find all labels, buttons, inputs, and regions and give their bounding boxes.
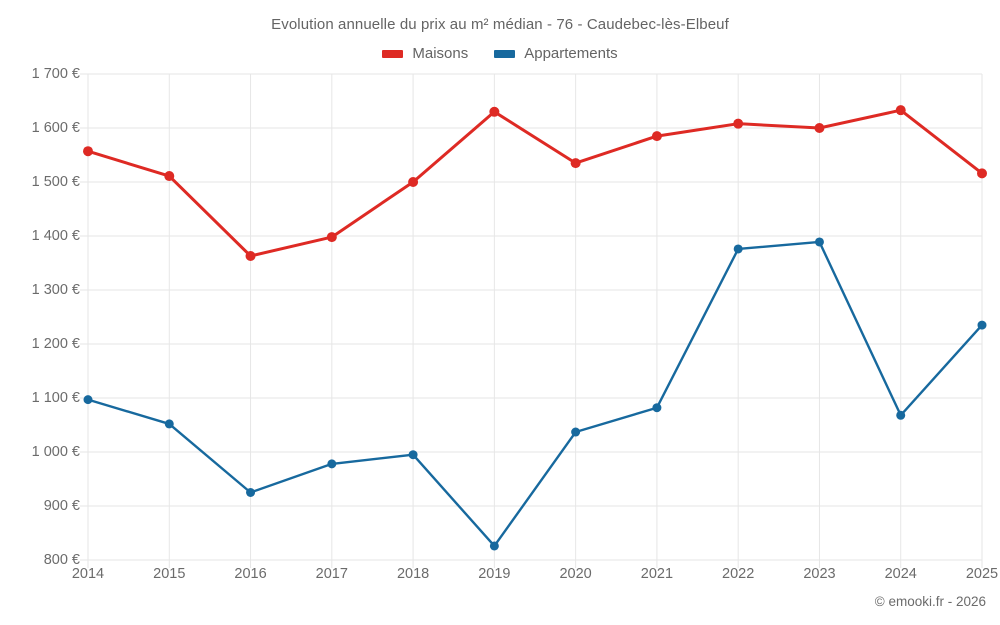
y-axis-tick-labels: 800 € 900 € 1 000 € 1 100 € 1 200 € 1 300 € 1 …: [0, 0, 80, 625]
x-axis-tick-label: 2020: [559, 566, 592, 582]
data-point[interactable]: [651, 131, 662, 142]
data-point[interactable]: [896, 410, 906, 420]
data-point[interactable]: [246, 488, 256, 497]
x-axis-tick-label: 2023: [803, 566, 836, 582]
series-line-appartements: [86, 240, 984, 548]
series-appartements: [83, 237, 987, 551]
x-axis-tick-label: 2014: [71, 566, 105, 582]
data-point[interactable]: [245, 250, 256, 261]
x-axis-tick-label: 2015: [153, 566, 186, 582]
y-axis-tick-label: 1 700 €: [31, 66, 80, 82]
x-axis-tick-label: 2022: [722, 566, 755, 582]
data-point[interactable]: [164, 171, 175, 182]
x-axis-tick-label: 2019: [478, 566, 511, 582]
data-point[interactable]: [977, 168, 987, 179]
chart-title: Evolution annuelle du prix au m² médian …: [271, 16, 729, 33]
y-axis-tick-label: 1 200 €: [31, 336, 80, 352]
chart-legend: Maisons Appartements: [0, 45, 1000, 62]
data-point[interactable]: [83, 146, 93, 157]
x-axis-tick-label: 2021: [640, 566, 674, 582]
legend-swatch-maisons: [382, 49, 404, 58]
data-point[interactable]: [408, 450, 418, 460]
data-point[interactable]: [83, 395, 93, 405]
series-line-maisons: [86, 108, 984, 258]
x-axis-tick-label: 2016: [234, 566, 267, 582]
y-axis-tick-label: 900 €: [43, 498, 80, 514]
data-point[interactable]: [733, 244, 743, 254]
data-point[interactable]: [814, 237, 824, 247]
legend-label-appartements: Appartements: [524, 45, 618, 62]
y-axis-tick-label: 1 100 €: [31, 390, 80, 406]
copyright-credit: © emooki.fr - 2026: [874, 594, 986, 609]
data-point[interactable]: [895, 105, 906, 116]
grid-lines: [87, 73, 983, 561]
x-axis-tick-label: 2024: [884, 566, 917, 582]
data-point[interactable]: [489, 541, 499, 551]
x-axis-tick-label: 2017: [315, 566, 348, 582]
data-point[interactable]: [733, 118, 744, 129]
y-axis-tick-label: 1 400 €: [31, 228, 80, 244]
y-axis-tick-label: 1 300 €: [31, 282, 80, 298]
legend-item-appartements[interactable]: Appartements: [494, 45, 618, 62]
data-point[interactable]: [571, 427, 581, 437]
data-point[interactable]: [652, 403, 662, 413]
y-axis-tick-label: 1 600 €: [31, 120, 80, 136]
legend-label-maisons: Maisons: [412, 45, 469, 62]
data-point[interactable]: [570, 158, 581, 169]
data-point[interactable]: [408, 177, 419, 187]
y-axis-tick-label: 1 000 €: [31, 444, 80, 460]
legend-item-maisons[interactable]: Maisons: [382, 45, 468, 62]
data-point[interactable]: [164, 419, 174, 429]
y-axis-tick-label: 800 €: [43, 552, 80, 568]
data-point[interactable]: [327, 459, 337, 469]
legend-swatch-appartements: [494, 49, 516, 58]
x-axis-tick-label: 2018: [396, 566, 430, 582]
series-maisons: [83, 105, 987, 261]
x-axis-tick-label: 2025: [965, 566, 999, 582]
data-point[interactable]: [326, 232, 337, 243]
data-point[interactable]: [814, 123, 825, 133]
data-point[interactable]: [977, 320, 987, 330]
data-point[interactable]: [489, 106, 500, 117]
y-axis-tick-label: 1 500 €: [31, 174, 80, 190]
